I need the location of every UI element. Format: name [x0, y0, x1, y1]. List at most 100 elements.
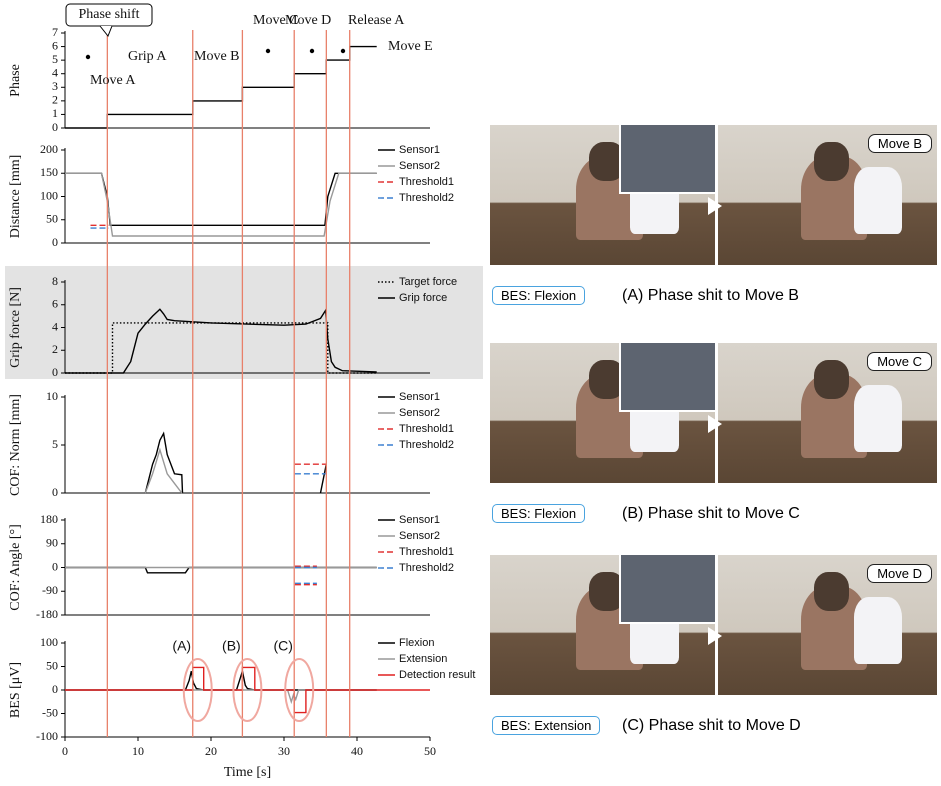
legend-label: Grip force: [399, 292, 447, 304]
arrow-triangle: [708, 197, 722, 215]
phase-dot: [309, 48, 315, 54]
phase-label: Move C: [253, 13, 299, 28]
y-tick-label: 0: [52, 365, 58, 379]
legend-label: Threshold1: [399, 176, 454, 188]
panel-background: [5, 266, 483, 379]
y-tick-label: 100: [40, 188, 58, 202]
y-tick-label: 0: [52, 120, 58, 134]
y-tick-label: -180: [36, 607, 58, 621]
phase-label: Move E: [388, 39, 433, 54]
y-tick-label: -90: [42, 583, 58, 597]
y-tick-label: 50: [46, 658, 58, 672]
y-axis-label: COF: Norm [mm]: [8, 394, 23, 496]
legend-label: Threshold1: [399, 546, 454, 558]
y-tick-label: 50: [46, 212, 58, 226]
series-line: [65, 308, 377, 374]
y-tick-label: 90: [46, 536, 58, 550]
y-tick-label: 3: [52, 79, 58, 93]
callout-text: Phase shift: [78, 7, 139, 22]
legend-label: Threshold2: [399, 562, 454, 574]
legend-label: Flexion: [399, 637, 434, 649]
y-axis-label: Grip force [N]: [8, 287, 23, 368]
y-tick-label: 0: [52, 235, 58, 249]
robot: [853, 167, 902, 235]
phase-label: Move A: [90, 73, 136, 88]
x-tick-label: 30: [278, 744, 290, 758]
highlight-ellipse: [182, 658, 213, 722]
y-tick-label: 0: [52, 682, 58, 696]
x-tick-label: 0: [62, 744, 68, 758]
x-tick-label: 50: [424, 744, 436, 758]
annotation: (B): [222, 638, 241, 654]
y-tick-label: 1: [52, 106, 58, 120]
series-line: [65, 670, 377, 691]
photo: [490, 343, 715, 483]
x-axis-label: Time [s]: [224, 765, 271, 780]
legend-label: Sensor2: [399, 407, 440, 419]
y-axis-label: Distance [mm]: [8, 155, 23, 239]
robot: [853, 597, 902, 665]
y-tick-label: 2: [52, 342, 58, 356]
phase-dot: [265, 48, 271, 54]
signal-label: BES: Flexion: [492, 286, 586, 305]
legend-label: Sensor1: [399, 144, 440, 156]
y-tick-label: 5: [52, 437, 58, 451]
y-tick-label: 7: [52, 25, 58, 39]
photo: [718, 555, 937, 695]
caption: (C) Phase shit to Move D: [622, 717, 801, 734]
y-tick-label: -100: [36, 729, 58, 743]
caption: (B) Phase shit to Move C: [622, 505, 800, 522]
legend-label: Sensor1: [399, 514, 440, 526]
inset-photo: [618, 125, 715, 195]
phase-label: Move B: [194, 49, 240, 64]
head: [814, 141, 850, 181]
y-tick-label: 200: [40, 142, 58, 156]
caption: (A) Phase shit to Move B: [622, 287, 799, 304]
legend-label: Target force: [399, 276, 457, 288]
y-axis-label: Phase: [8, 64, 23, 97]
move-label: Move B: [867, 134, 932, 153]
move-label: Move D: [867, 564, 932, 583]
highlight-ellipse: [232, 658, 263, 722]
series-line: [294, 565, 317, 586]
y-tick-label: 6: [52, 297, 58, 311]
y-tick-label: 8: [52, 274, 58, 288]
phase-dot: [340, 48, 346, 54]
legend-label: Threshold1: [399, 423, 454, 435]
legend-label: Detection result: [399, 669, 475, 681]
move-label: Move C: [867, 352, 932, 371]
y-tick-label: 10: [46, 389, 58, 403]
series-line: [65, 689, 377, 705]
series-line: [65, 566, 377, 574]
y-tick-label: 5: [52, 52, 58, 66]
y-tick-label: 4: [52, 319, 58, 333]
y-tick-label: 150: [40, 165, 58, 179]
legend-label: Extension: [399, 653, 447, 665]
y-tick-label: 0: [52, 485, 58, 499]
x-tick-label: 10: [132, 744, 144, 758]
head: [814, 359, 850, 399]
annotation: (C): [274, 638, 293, 654]
signal-label: BES: Flexion: [492, 504, 586, 523]
series-line: [144, 431, 327, 494]
phase-label: Grip A: [128, 49, 167, 64]
y-tick-label: 2: [52, 93, 58, 107]
phase-label: Move D: [285, 13, 331, 28]
series-line: [65, 45, 377, 129]
signal-label: BES: Extension: [492, 716, 601, 735]
x-tick-label: 20: [205, 744, 217, 758]
inset-photo: [618, 555, 715, 625]
arrow-triangle: [708, 415, 722, 433]
phase-dot: [85, 54, 91, 60]
arrow-triangle: [708, 627, 722, 645]
legend-label: Threshold2: [399, 439, 454, 451]
robot: [853, 385, 902, 453]
photo: [718, 125, 937, 265]
y-tick-label: 4: [52, 65, 58, 79]
legend-label: Sensor2: [399, 530, 440, 542]
y-tick-label: -50: [42, 705, 58, 719]
y-tick-label: 0: [52, 559, 58, 573]
inset-photo: [618, 343, 715, 413]
photo: [490, 125, 715, 265]
highlight-ellipse: [284, 658, 315, 722]
